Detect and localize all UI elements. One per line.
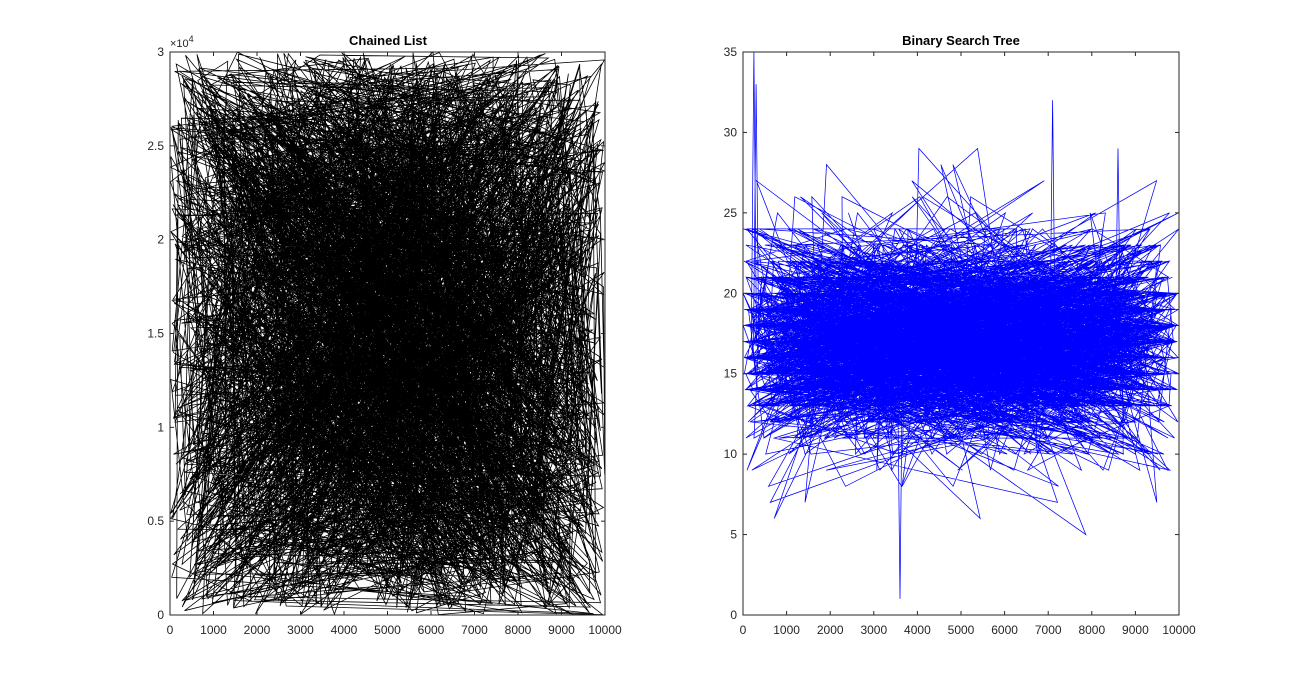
binary-search-tree-y-tick-label: 10 [724,447,738,461]
chained-list-y-tick-label: 1 [157,420,164,434]
binary-search-tree-y-tick-label: 25 [724,206,738,220]
binary-search-tree-title: Binary Search Tree [902,33,1020,48]
binary-search-tree-series [742,51,1180,599]
binary-search-tree-y-axis: 0 5 10 15 20 25 30 35 [724,45,1179,622]
chained-list-y-tick-label: 3 [157,45,164,59]
chained-list-y-exponent: ×104 [170,34,194,50]
chained-list-x-tick-label: 4000 [331,623,358,637]
binary-search-tree-y-tick-label: 15 [724,367,738,381]
chained-list-x-tick-label: 8000 [505,623,532,637]
chained-list-x-tick-label: 1000 [200,623,227,637]
chained-list-x-tick-label: 2000 [244,623,271,637]
chained-list-y-axis: 0 0.5 1 1.5 2 2.5 3 [147,45,605,622]
binary-search-tree-x-tick-label: 1000 [773,623,800,637]
binary-search-tree-x-tick-label: 10000 [1162,623,1196,637]
binary-search-tree-x-tick-label: 3000 [860,623,887,637]
binary-search-tree-x-tick-label: 8000 [1078,623,1105,637]
binary-search-tree-y-tick-label: 30 [724,125,738,139]
binary-search-tree-x-tick-label: 0 [740,623,747,637]
binary-search-tree-y-tick-label: 5 [730,528,737,542]
binary-search-tree-x-axis: 0 1000 2000 3000 4000 5000 6000 7000 8000 9000 100… [740,52,1196,637]
chained-list-title: Chained List [349,33,428,48]
chained-list-y-tick-label: 2.5 [147,139,164,153]
chained-list-y-tick-label: 0 [157,608,164,622]
binary-search-tree-series-line [742,51,1180,599]
chained-list-x-tick-label: 10000 [588,623,622,637]
binary-search-tree-x-tick-label: 7000 [1035,623,1062,637]
chained-list-x-tick-label: 6000 [418,623,445,637]
chained-list-axes: Chained List 0 1000 2000 3000 4000 5000 6000 70… [147,33,622,637]
chained-list-x-axis: 0 1000 2000 3000 4000 5000 6000 7000 8000 9000 100… [167,52,622,637]
chained-list-y-tick-label: 0.5 [147,514,164,528]
chained-list-series [169,51,606,616]
binary-search-tree-x-tick-label: 4000 [904,623,931,637]
binary-search-tree-y-tick-label: 35 [724,45,738,59]
binary-search-tree-y-tick-label: 20 [724,286,738,300]
binary-search-tree-y-tick-label: 0 [730,608,737,622]
chained-list-y-tick-label: 2 [157,233,164,247]
chained-list-y-tick-label: 1.5 [147,327,164,341]
binary-search-tree-x-tick-label: 5000 [948,623,975,637]
chained-list-x-tick-label: 7000 [461,623,488,637]
chained-list-series-line [169,51,606,616]
binary-search-tree-x-tick-label: 6000 [991,623,1018,637]
chained-list-x-tick-label: 5000 [374,623,401,637]
binary-search-tree-axes: Binary Search Tree 0 1000 2000 3000 4000 5000… [724,33,1196,637]
binary-search-tree-x-tick-label: 9000 [1122,623,1149,637]
chained-list-x-tick-label: 3000 [287,623,314,637]
chained-list-x-tick-label: 0 [167,623,174,637]
binary-search-tree-x-tick-label: 2000 [817,623,844,637]
chained-list-x-tick-label: 9000 [548,623,575,637]
